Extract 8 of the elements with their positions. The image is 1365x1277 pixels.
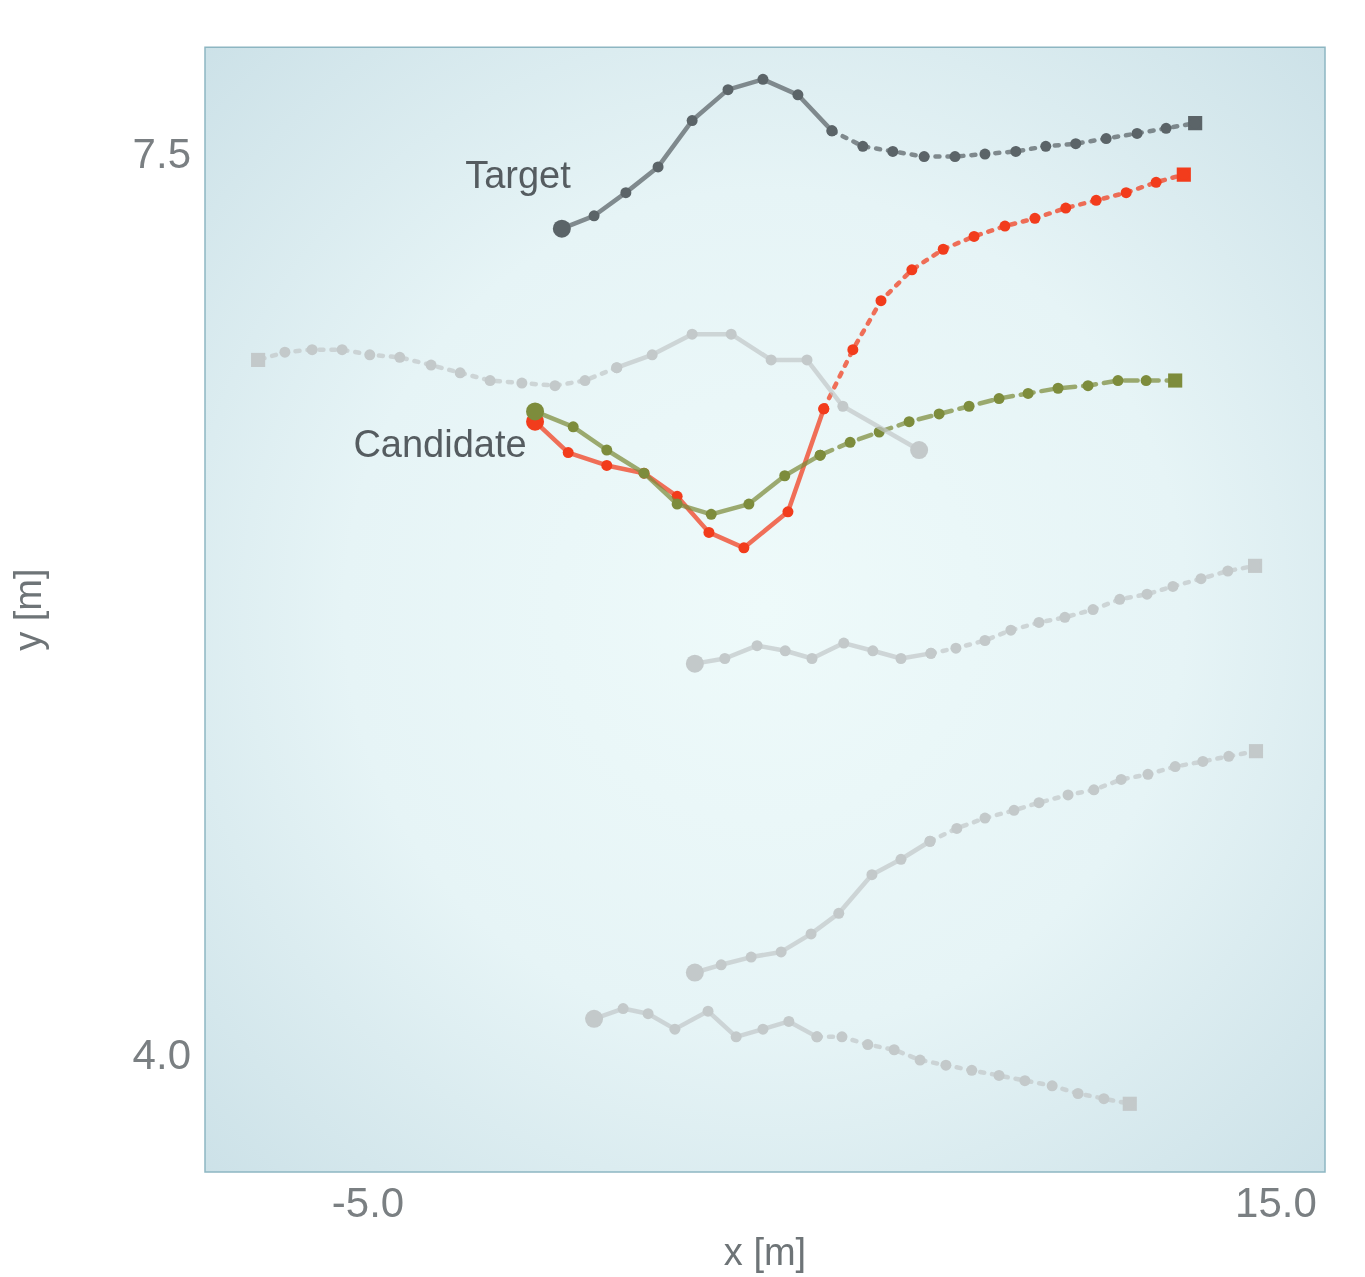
x-tick-label: -5.0: [331, 1178, 405, 1226]
annotation: Candidate: [353, 423, 527, 466]
x-tick-label: 15.0: [1235, 1178, 1317, 1226]
x-axis-title: x [m]: [723, 1230, 807, 1273]
y-tick-label: 7.5: [132, 130, 191, 178]
y-axis-title: y [m]: [7, 568, 50, 651]
annotation: Target: [465, 154, 572, 197]
y-tick-label: 4.0: [132, 1031, 191, 1079]
